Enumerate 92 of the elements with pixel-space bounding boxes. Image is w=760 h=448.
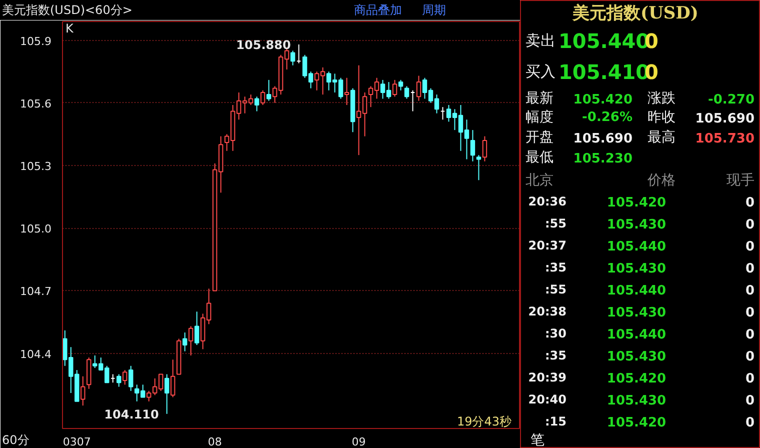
candlestick	[164, 374, 170, 414]
text: 105.420	[573, 92, 633, 108]
text: 现手	[726, 172, 754, 188]
annotation: 105.880	[236, 38, 291, 52]
text: 美元指数(USD)	[572, 4, 698, 24]
candlestick	[416, 75, 422, 102]
candlestick	[398, 79, 404, 91]
text: 周期	[422, 2, 446, 19]
y-tick-label: 105.6	[20, 97, 52, 110]
y-tick-label: 104.7	[20, 285, 52, 298]
text: 20:39	[528, 370, 567, 384]
text: 0	[745, 394, 754, 408]
candlestick	[182, 332, 188, 352]
text: 105.230	[573, 152, 633, 166]
text: 105.430	[606, 350, 666, 364]
text: :35	[545, 260, 566, 274]
text: :30	[545, 326, 566, 340]
text: 105.430	[606, 306, 666, 320]
text: 涨跌	[648, 90, 676, 106]
text: 105.690	[695, 112, 755, 126]
candlestick	[116, 374, 122, 388]
text: 最高	[648, 130, 676, 146]
candlestick	[122, 370, 128, 386]
text: -0.270	[708, 92, 754, 108]
candlestick	[194, 311, 200, 346]
y-tick-label: 104.4	[20, 348, 52, 361]
candlestick	[170, 359, 176, 398]
text: -0.26%	[582, 110, 633, 125]
chart-title: 美元指数(USD)<60分>	[2, 2, 132, 19]
text: 105.420	[606, 372, 666, 386]
text: 20:37	[528, 238, 567, 252]
text: :55	[545, 216, 566, 230]
text: 105.430	[606, 218, 666, 232]
x-tick-label: 09	[352, 436, 366, 448]
candlestick	[290, 50, 296, 66]
text: 20:36	[528, 194, 567, 208]
text: 0	[745, 284, 754, 298]
y-tick-label: 105.9	[20, 34, 52, 48]
annotation: 104.110	[104, 407, 159, 422]
candlestick	[476, 154, 482, 181]
text: 0	[745, 372, 754, 386]
text: :15	[545, 414, 566, 428]
x-tick-label: 0307	[62, 436, 91, 448]
text: 105.420	[606, 196, 666, 210]
text: 105.440	[606, 328, 666, 342]
text: 0	[745, 328, 754, 342]
candlestick	[344, 77, 350, 106]
text: 0	[745, 262, 754, 276]
text: 0	[745, 350, 754, 364]
text: 最新	[526, 90, 554, 106]
text: 60分	[2, 432, 30, 448]
text: 0	[745, 218, 754, 232]
candlestick	[128, 365, 134, 392]
y-tick-label: 105.0	[20, 222, 52, 236]
text: 0	[745, 416, 754, 430]
text: 105.690	[573, 132, 633, 146]
candlestick	[188, 326, 194, 356]
candlestick	[404, 86, 410, 100]
text: 最低	[526, 150, 554, 166]
text: 105.440	[606, 240, 666, 254]
annotation: 19分43秒	[456, 414, 512, 428]
candlestick	[482, 136, 488, 162]
text: 开盘	[526, 130, 554, 146]
text: 买入	[526, 62, 556, 80]
candlestick	[392, 79, 398, 98]
candlestick	[260, 90, 266, 106]
text: :55	[545, 282, 566, 296]
text: 0	[745, 306, 754, 320]
text: 105.420	[606, 416, 666, 430]
text: 105.440	[606, 284, 666, 298]
candlestick	[80, 376, 86, 406]
candlestick	[254, 96, 260, 112]
y-tick-label: 105.3	[20, 160, 52, 174]
text: 105.430	[606, 262, 666, 276]
x-tick-label: 08	[208, 436, 222, 448]
text: 商品叠加	[354, 2, 402, 19]
annotation: K	[66, 22, 74, 36]
candlestick	[470, 130, 476, 162]
text: 卖出	[526, 32, 556, 50]
text: 昨收	[648, 110, 676, 126]
text: 价格	[646, 172, 676, 188]
text: 20:40	[528, 392, 567, 406]
text: 0	[745, 240, 754, 254]
text: 105.730	[695, 132, 755, 146]
text: 105.430	[606, 394, 666, 408]
candlestick	[266, 79, 272, 102]
text: 0	[745, 196, 754, 210]
text: 北京	[526, 172, 554, 188]
text: 幅度	[526, 110, 554, 126]
text: 笔	[530, 432, 544, 448]
text: :35	[545, 348, 566, 362]
text: 20:38	[528, 304, 567, 318]
